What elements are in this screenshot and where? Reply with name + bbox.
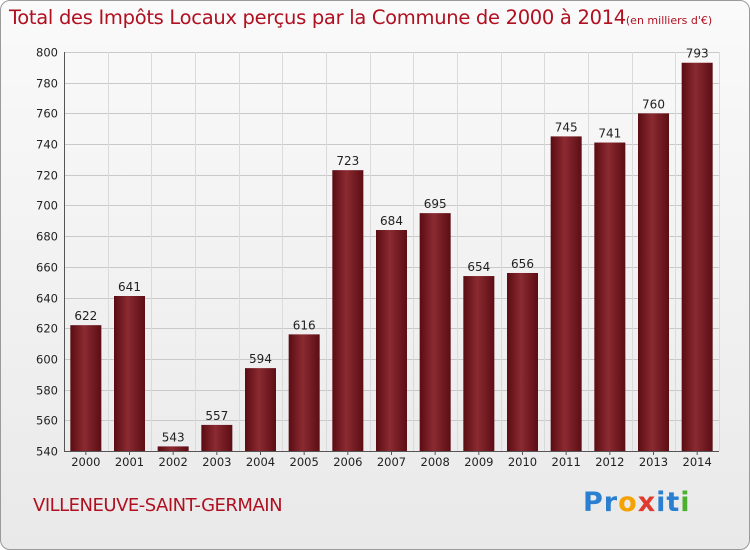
- bar-value-label: 684: [380, 214, 403, 228]
- logo-letter: o: [618, 487, 638, 518]
- y-tick-label: 800: [36, 46, 58, 60]
- bar-2009: [463, 276, 495, 451]
- bar-2013: [638, 113, 669, 451]
- logo-letter: i: [680, 487, 691, 518]
- x-tick-label: 2007: [377, 455, 406, 469]
- bar-value-label: 543: [162, 430, 185, 444]
- bar-2005: [288, 334, 320, 451]
- bar-2006: [332, 170, 364, 451]
- bar-2007: [376, 230, 407, 451]
- y-tick-label: 780: [36, 77, 58, 91]
- x-tick-label: 2001: [115, 455, 144, 469]
- bar-value-label: 616: [293, 318, 316, 332]
- y-tick-label: 700: [36, 199, 58, 213]
- bar-value-label: 557: [205, 409, 228, 423]
- bar-value-label: 656: [511, 257, 534, 271]
- y-tick-label: 640: [36, 292, 58, 306]
- logo-letter: i: [656, 487, 667, 518]
- x-tick-label: 2014: [683, 455, 712, 469]
- y-tick-label: 600: [36, 353, 58, 367]
- bar-2012: [594, 142, 626, 452]
- chart-title: Total des Impôts Locaux perçus par la Co…: [9, 6, 712, 29]
- bar-value-label: 745: [555, 120, 578, 134]
- chart-title-unit: (en milliers d'€): [625, 14, 713, 27]
- bar-2001: [114, 296, 145, 451]
- bar-2011: [550, 136, 582, 451]
- commune-name: VILLENEUVE-SAINT-GERMAIN: [33, 495, 283, 516]
- x-tick-label: 2011: [552, 455, 581, 469]
- y-tick-label: 560: [36, 414, 58, 428]
- x-tick-label: 2008: [421, 455, 450, 469]
- bar-value-label: 723: [336, 154, 359, 168]
- bar-value-label: 641: [118, 280, 141, 294]
- logo-letter: r: [603, 487, 619, 518]
- x-tick-label: 2009: [464, 455, 493, 469]
- x-tick-label: 2003: [202, 455, 231, 469]
- bar-value-label: 695: [424, 197, 447, 211]
- chart-title-main: Total des Impôts Locaux perçus par la Co…: [9, 6, 626, 29]
- bar-2004: [245, 368, 276, 451]
- logo-letter: t: [666, 487, 681, 518]
- bar-2008: [419, 213, 451, 451]
- x-tick-label: 2013: [639, 455, 668, 469]
- x-tick-label: 2006: [333, 455, 362, 469]
- bar-value-label: 654: [467, 260, 490, 274]
- bar-value-label: 741: [598, 127, 621, 141]
- bar-2010: [507, 272, 538, 451]
- y-tick-label: 580: [36, 384, 58, 398]
- x-tick-label: 2005: [290, 455, 319, 469]
- bar-value-label: 594: [249, 352, 272, 366]
- x-tick-label: 2002: [159, 455, 188, 469]
- x-tick-label: 2010: [508, 455, 537, 469]
- bar-value-label: 760: [642, 97, 665, 111]
- logo-letter: x: [637, 487, 657, 518]
- x-tick-label: 2012: [595, 455, 624, 469]
- bar-2003: [201, 424, 233, 451]
- proxiti-logo: Proxiti: [583, 487, 691, 518]
- y-tick-label: 660: [36, 261, 58, 275]
- y-tick-label: 680: [36, 230, 58, 244]
- y-tick-label: 760: [36, 107, 58, 121]
- bar-2002: [157, 446, 189, 451]
- bar-value-label: 793: [686, 47, 709, 61]
- bar-2000: [70, 325, 102, 451]
- bar-value-label: 622: [74, 309, 97, 323]
- y-tick-label: 740: [36, 138, 58, 152]
- y-tick-label: 620: [36, 322, 58, 336]
- x-tick-label: 2004: [246, 455, 275, 469]
- x-tick-label: 2000: [71, 455, 100, 469]
- bar-2014: [681, 62, 713, 451]
- logo-letter: P: [583, 487, 604, 518]
- y-tick-label: 720: [36, 169, 58, 183]
- y-tick-label: 540: [36, 445, 58, 459]
